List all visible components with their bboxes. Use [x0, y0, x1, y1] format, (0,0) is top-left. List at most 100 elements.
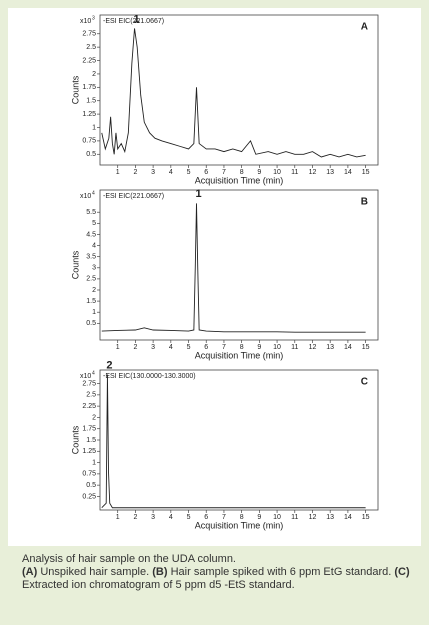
y-tick-label: 1	[92, 309, 96, 316]
y-tick-label: 4	[92, 242, 96, 249]
y-tick-label: 1.5	[86, 437, 96, 444]
x-tick-label: 11	[291, 514, 298, 521]
caption-label: (B)	[152, 566, 168, 578]
trace	[101, 203, 366, 333]
x-axis-label: Acquisition Time (min)	[195, 350, 284, 360]
peak-label: 1	[195, 188, 201, 200]
y-tick-label: 0.25	[82, 493, 96, 500]
x-tick-label: 9	[257, 514, 261, 521]
x-tick-label: 8	[240, 344, 244, 351]
x-tick-label: 10	[273, 169, 281, 176]
x-tick-label: 12	[309, 514, 317, 521]
x-tick-label: 6	[204, 169, 208, 176]
y-axis-label: Counts	[70, 250, 80, 279]
trace	[101, 374, 366, 509]
y-tick-label: 0.5	[86, 482, 96, 489]
scale-label: x10	[80, 373, 91, 380]
y-tick-label: 2.25	[82, 403, 96, 410]
y-tick-label: 2.5	[86, 392, 96, 399]
x-tick-label: 15	[362, 514, 370, 521]
x-tick-label: 10	[273, 514, 281, 521]
x-tick-label: 9	[257, 169, 261, 176]
y-tick-label: 2	[92, 71, 96, 78]
trace-header: -ESI EIC(221.0667)	[103, 193, 164, 200]
y-tick-label: 2.75	[82, 31, 96, 38]
caption: Analysis of hair sample on the UDA colum…	[22, 553, 412, 592]
x-tick-label: 11	[291, 344, 298, 351]
x-tick-label: 1	[116, 344, 120, 351]
scale-exponent: 4	[92, 190, 95, 196]
x-tick-label: 14	[344, 514, 352, 521]
x-tick-label: 5	[187, 344, 191, 351]
x-tick-label: 1	[116, 169, 120, 176]
caption-items: (A) Unspiked hair sample. (B) Hair sampl…	[22, 566, 412, 592]
y-tick-label: 5	[92, 220, 96, 227]
trace	[101, 28, 366, 158]
x-tick-label: 10	[273, 344, 281, 351]
y-axis-label: Counts	[70, 75, 80, 104]
plot-frame	[99, 14, 379, 166]
y-tick-label: 0.75	[82, 471, 96, 478]
y-tick-label: 4.5	[86, 231, 96, 238]
x-tick-label: 5	[187, 514, 191, 521]
x-tick-label: 4	[169, 344, 173, 351]
caption-label: (C)	[394, 566, 410, 578]
y-tick-label: 1.75	[82, 426, 96, 433]
y-tick-label: 1.5	[86, 98, 96, 105]
x-axis-label: Acquisition Time (min)	[195, 175, 284, 185]
scale-label: x10	[80, 193, 91, 200]
scale-label: x10	[80, 18, 91, 25]
x-tick-label: 6	[204, 344, 208, 351]
x-tick-label: 8	[240, 169, 244, 176]
y-tick-label: 2	[92, 287, 96, 294]
panel-letter: C	[361, 377, 368, 388]
y-tick-label: 3	[92, 265, 96, 272]
plot-frame	[99, 189, 379, 341]
x-tick-label: 7	[222, 514, 226, 521]
x-tick-label: 2	[133, 514, 137, 521]
y-tick-label: 2.75	[82, 380, 96, 387]
y-tick-label: 0.5	[86, 320, 96, 327]
x-tick-label: 13	[326, 344, 334, 351]
x-tick-label: 14	[344, 344, 352, 351]
x-tick-label: 4	[169, 514, 173, 521]
x-axis-label: Acquisition Time (min)	[195, 520, 284, 530]
y-tick-label: 2	[92, 414, 96, 421]
caption-intro: Analysis of hair sample on the UDA colum…	[22, 553, 236, 565]
panel-letter: B	[361, 197, 368, 208]
x-tick-label: 13	[326, 514, 334, 521]
y-tick-label: 1.5	[86, 298, 96, 305]
x-tick-label: 2	[133, 169, 137, 176]
y-tick-label: 2.25	[82, 57, 96, 64]
caption-text: Extracted ion chromatogram of 5 ppm d5 -…	[22, 579, 295, 591]
y-tick-label: 1	[92, 459, 96, 466]
caption-label: (A)	[22, 566, 38, 578]
x-tick-label: 6	[204, 514, 208, 521]
x-tick-label: 2	[133, 344, 137, 351]
scale-exponent: 3	[92, 15, 95, 21]
x-tick-label: 5	[187, 169, 191, 176]
y-tick-label: 0.75	[82, 138, 96, 145]
x-tick-label: 11	[291, 169, 298, 176]
y-axis-label: Counts	[70, 425, 80, 454]
caption-text: Unspiked hair sample.	[40, 566, 150, 578]
x-tick-label: 15	[362, 344, 370, 351]
figure-background	[8, 8, 421, 546]
x-tick-label: 7	[222, 344, 226, 351]
x-tick-label: 3	[151, 344, 155, 351]
y-tick-label: 3.5	[86, 254, 96, 261]
y-tick-label: 1.75	[82, 84, 96, 91]
x-tick-label: 4	[169, 169, 173, 176]
x-tick-label: 13	[326, 169, 334, 176]
x-tick-label: 15	[362, 169, 370, 176]
x-tick-label: 7	[222, 169, 226, 176]
caption-text: Hair sample spiked with 6 ppm EtG standa…	[170, 566, 392, 578]
trace-header: -ESI EIC(130.0000-130.3000)	[103, 373, 196, 380]
x-tick-label: 3	[151, 514, 155, 521]
panel-letter: A	[361, 22, 368, 33]
y-tick-label: 2.5	[86, 44, 96, 51]
x-tick-label: 9	[257, 344, 261, 351]
x-tick-label: 12	[309, 169, 317, 176]
